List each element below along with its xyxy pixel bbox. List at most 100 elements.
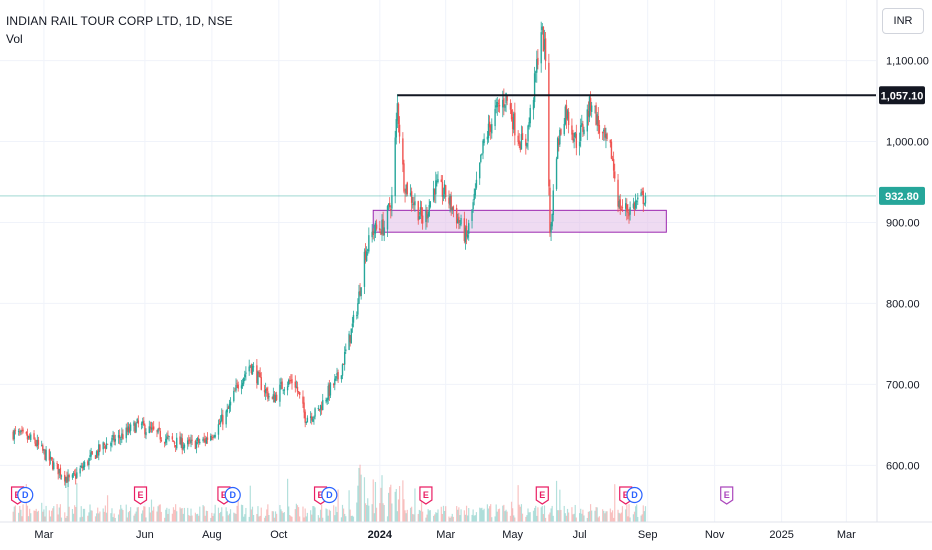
volume-bar [245,507,247,522]
candle [620,205,623,211]
time-axis[interactable]: Mar Jun Aug Oct 2024 Mar May Jul Sep Nov 2025 Mar [0,521,932,541]
candle [322,393,324,411]
candle-body [475,179,478,188]
candle-body [43,449,45,451]
resistance-line-layer [0,94,876,197]
volume-bar [327,515,329,522]
candle-body [457,218,459,224]
candle [187,437,189,450]
candle [610,139,613,160]
candle-body [617,179,619,207]
volume-bar [633,511,636,522]
candle [79,465,81,477]
price-axis[interactable]: 600.00 700.00 800.00 900.00 1,000.00 1,100.00 [876,0,929,522]
volume-bar [395,489,397,522]
candle-body [151,427,154,429]
candle-body [210,435,212,441]
candle-body [136,418,138,423]
candle-body [110,442,112,446]
candle [256,359,258,389]
candle [251,363,254,376]
candle [317,405,320,411]
volume-bar [471,514,473,522]
candle [560,128,562,136]
resistance-price-label-bg [879,86,925,105]
volume-bar [441,513,443,522]
volume-bar [364,503,367,522]
volume-bar [117,514,120,522]
candle-body [459,224,461,225]
candle-body [440,179,442,182]
volume-bar [636,504,638,522]
x-tick-label: Mar [837,529,856,541]
volume-bar [12,511,14,522]
volume-indicator-label[interactable]: Vol [6,32,23,46]
candle [99,444,101,453]
volume-bar [148,507,150,522]
volume-bar [333,505,335,522]
volume-bar [19,505,21,522]
candle [228,399,231,414]
candle [117,429,120,444]
candle [267,386,269,402]
candle [435,171,437,204]
volume-bar [180,508,182,522]
candle-body [326,398,328,402]
candle [159,427,161,443]
volume-bar [302,506,304,522]
candle-body [249,365,251,367]
symbol-title[interactable]: INDIAN RAIL TOUR CORP LTD, 1D, NSE [6,14,233,28]
candle-body [190,439,192,444]
candle-body [348,333,350,350]
candle-body [435,180,437,195]
volume-bar [87,515,89,522]
volume-bar [417,513,419,522]
candle [286,381,289,396]
candle-body [313,416,315,419]
candle [320,401,323,415]
candle-body [356,315,358,316]
candle [391,186,393,217]
volume-bar [598,516,600,522]
candle-body [342,364,345,365]
volume-bar [465,505,468,522]
candle-body [402,138,404,165]
candle-body [288,379,290,386]
candle [309,411,312,424]
volume-bar [234,513,236,522]
candle-body [558,139,560,145]
candle [509,99,512,114]
volume-bar [436,512,438,522]
candle-body [257,371,259,385]
candle-body [181,438,183,450]
volume-bar [37,510,40,522]
candle-body [526,142,528,147]
candle-body [626,204,628,212]
volume-bar [619,513,621,522]
candle-body [183,444,186,448]
candle-body [64,474,66,482]
volume-bar [525,516,527,522]
currency-button[interactable]: INR [882,8,924,34]
volume-bar [318,517,321,522]
volume-bar [143,506,145,522]
volume-bar [249,485,251,522]
volume-bar [358,467,360,522]
volume-bar [483,508,485,522]
volume-bar [266,509,268,522]
earnings-marker: E [535,486,549,505]
candle-body [83,462,86,467]
candle-body [486,136,489,140]
volume-histogram [12,464,647,522]
candle [53,458,55,471]
candle-body [403,163,405,192]
candle [282,389,284,395]
volume-bar [72,513,75,522]
candle-body [68,475,70,478]
candle [17,428,20,436]
volume-bar [433,515,435,522]
candle [218,418,221,425]
volume-bar [434,514,436,522]
candle-body [511,117,514,130]
